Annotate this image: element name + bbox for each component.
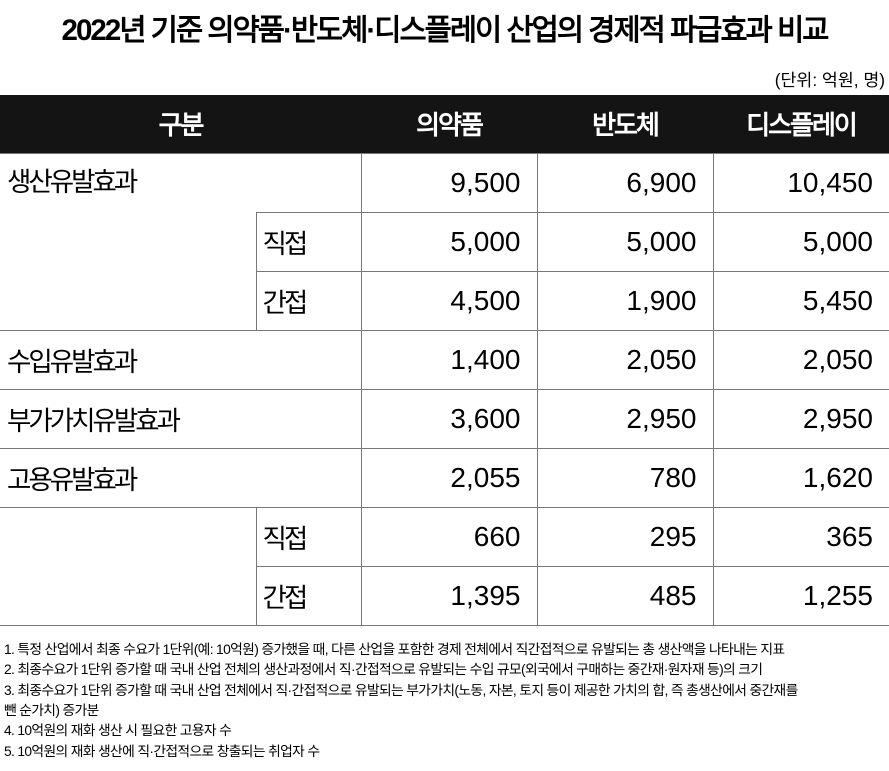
- cell-employment-pharma: 2,055: [360, 448, 537, 508]
- cell-production-indirect-display: 5,450: [712, 271, 889, 331]
- row-label-valueadded-effect: 부가가치유발효과: [0, 389, 361, 449]
- cell-employment-semiconductor: 780: [536, 448, 713, 508]
- unit-note: (단위: 억원, 명): [774, 70, 885, 90]
- cell-production-indirect-semiconductor: 1,900: [536, 271, 713, 331]
- cell-employment-indirect-semiconductor: 485: [536, 566, 713, 626]
- footnote-1: 1. 특정 산업에서 최종 수요가 1단위(예: 10억원) 증가했을 때, 다…: [4, 642, 785, 657]
- footnote-4: 4. 10억원의 재화 생산 시 필요한 고용자 수: [4, 723, 232, 739]
- cell-valueadded-display: 2,950: [712, 389, 889, 449]
- cell-production-direct-semiconductor: 5,000: [536, 212, 713, 272]
- cell-import-semiconductor: 2,050: [536, 330, 713, 390]
- table-row: 생산유발효과 9,500 6,900 10,450: [0, 153, 889, 331]
- cell-production-direct-pharma: 5,000: [360, 212, 537, 272]
- cell-production-direct-display: 5,000: [712, 212, 889, 272]
- cell-valueadded-pharma: 3,600: [360, 389, 537, 449]
- row-label-employment-effect: 고용유발효과: [0, 448, 361, 508]
- cell-production-pharma: 9,500: [360, 153, 537, 213]
- table-row: 직접 5,000 5,000 5,000: [0, 211, 889, 272]
- cell-employment-display: 1,620: [712, 448, 889, 508]
- footnotes: 1. 특정 산업에서 최종 수요가 1단위(예: 10억원) 증가했을 때, 다…: [4, 640, 886, 762]
- cell-employment-direct-semiconductor: 295: [536, 507, 713, 567]
- table-row: 직접 660 295 365: [0, 507, 889, 626]
- row-label-employment-direct: 직접: [255, 507, 361, 567]
- table-row: 수입유발효과 1,400 2,050 2,050: [0, 330, 889, 390]
- footnote-3: 3. 최종수요가 1단위 증가할 때 국내 산업 전체에서 직·간접적으로 유발…: [4, 682, 798, 698]
- row-label-employment-indirect: 간접: [255, 566, 361, 626]
- cell-employment-indirect-display: 1,255: [712, 566, 889, 626]
- column-header-gubun: 구분: [0, 95, 361, 154]
- cell-import-pharma: 1,400: [360, 330, 537, 390]
- economic-effects-table: 구분 의약품 반도체 디스플레이 생산유발효과 9,500 6,900 10,4…: [0, 95, 889, 626]
- table-row: 간접 1,395 485 1,255: [0, 566, 889, 626]
- footnote-5: 5. 10억원의 재화 생산에 직·간접적으로 창출되는 취업자 수: [4, 743, 320, 759]
- cell-production-semiconductor: 6,900: [536, 153, 713, 213]
- row-label-production-effect: 생산유발효과: [0, 153, 256, 331]
- cell-employment-direct-display: 365: [712, 507, 889, 567]
- column-header-pharma: 의약품: [361, 95, 537, 154]
- cell-employment-direct-pharma: 660: [360, 507, 537, 567]
- empty-cell: [256, 153, 361, 212]
- row-label-production-direct: 직접: [255, 211, 361, 272]
- column-header-display: 디스플레이: [713, 95, 889, 154]
- cell-import-display: 2,050: [712, 330, 889, 390]
- row-label-import-effect: 수입유발효과: [0, 330, 361, 390]
- table-row: 부가가치유발효과 3,600 2,950 2,950: [0, 389, 889, 449]
- cell-valueadded-semiconductor: 2,950: [536, 389, 713, 449]
- table-row: 간접 4,500 1,900 5,450: [0, 271, 889, 331]
- cell-production-display: 10,450: [712, 153, 889, 213]
- table-row: 고용유발효과 2,055 780 1,620: [0, 448, 889, 508]
- column-header-semiconductor: 반도체: [537, 95, 713, 154]
- page-title: 2022년 기준 의약품·반도체·디스플레이 산업의 경제적 파급효과 비교: [61, 14, 830, 47]
- empty-cell: [0, 507, 256, 626]
- header-row: 구분 의약품 반도체 디스플레이: [0, 95, 889, 154]
- footnote-3-continued: 뺀 순가치) 증가분: [4, 703, 99, 719]
- cell-employment-indirect-pharma: 1,395: [360, 566, 537, 626]
- footnote-2: 2. 최종수요가 1단위 증가할 때 국내 산업 전체의 생산과정에서 직·간접…: [4, 662, 763, 678]
- cell-production-indirect-pharma: 4,500: [360, 271, 537, 331]
- row-label-production-indirect: 간접: [255, 271, 361, 331]
